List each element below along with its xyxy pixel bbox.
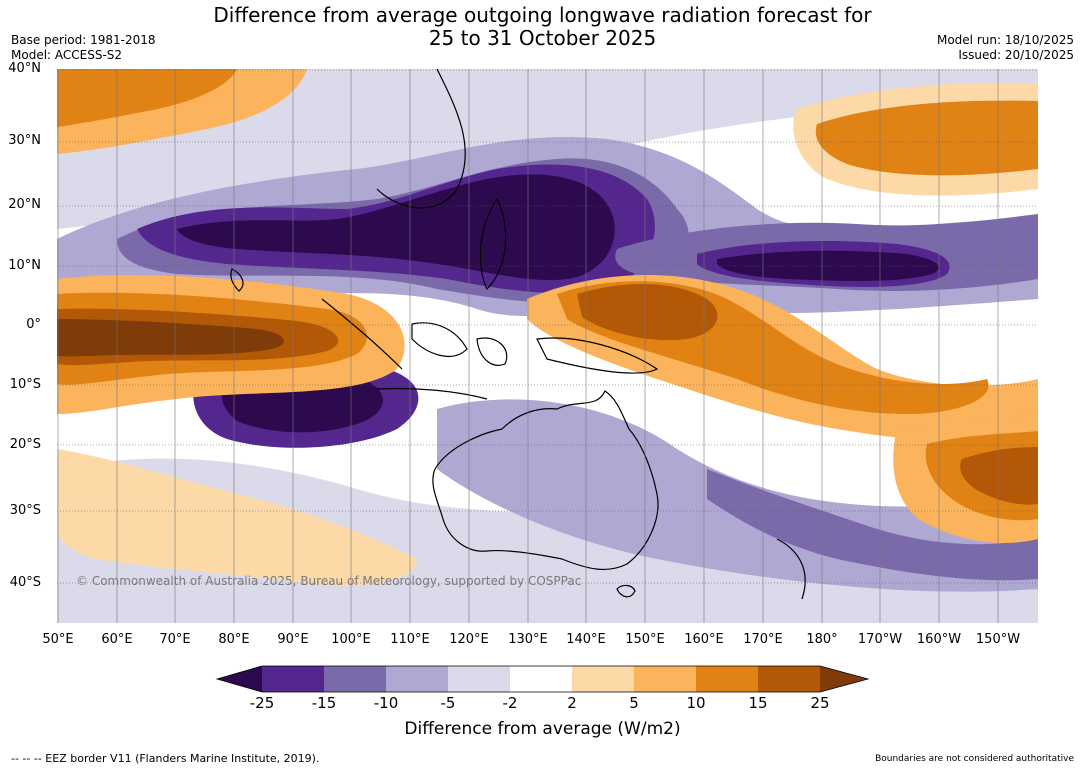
base-period: Base period: 1981-2018 [11, 33, 156, 47]
olr-anomaly-map [57, 69, 1038, 623]
lat-label-equator: 0° [26, 317, 41, 332]
lon-label-70e: 70°E [159, 632, 191, 647]
title-line-1: Difference from average outgoing longwav… [213, 3, 872, 27]
lat-label-40n: 40°N [8, 61, 41, 76]
colorbar-segment-15-10 [324, 666, 386, 692]
colorbar [215, 665, 870, 693]
meta-right: Model run: 18/10/2025 Issued: 20/10/2025 [937, 33, 1074, 63]
lon-label-180: 180° [806, 632, 838, 647]
colorbar-tick: 5 [629, 694, 639, 712]
lat-label-10s: 10°S [9, 377, 41, 392]
colorbar-segment-10-15 [696, 666, 758, 692]
colorbar-tick: -5 [440, 694, 456, 712]
colorbar-segment-5-2 [448, 666, 510, 692]
colorbar-tick: -2 [502, 694, 518, 712]
lon-label-90e: 90°E [277, 632, 309, 647]
lat-label-20s: 20°S [9, 437, 41, 452]
lon-label-170e: 170°E [743, 632, 783, 647]
lon-label-110e: 110°E [390, 632, 430, 647]
colorbar-tick: -15 [311, 694, 337, 712]
colorbar-segment-10-5 [386, 666, 448, 692]
lon-label-50e: 50°E [42, 632, 74, 647]
lon-label-140e: 140°E [566, 632, 606, 647]
lon-label-150w: 150°W [975, 632, 1021, 647]
lat-label-30s: 30°S [9, 503, 41, 518]
lon-label-170w: 170°W [857, 632, 903, 647]
colorbar-tick: -25 [249, 694, 275, 712]
lon-label-160w: 160°W [916, 632, 962, 647]
lon-label-130e: 130°E [508, 632, 548, 647]
colorbar-tick: 15 [748, 694, 768, 712]
colorbar-title: Difference from average (W/m2) [404, 719, 681, 739]
title-line-2: 25 to 31 October 2025 [428, 26, 657, 50]
boundaries-disclaimer: Boundaries are not considered authoritat… [875, 754, 1074, 764]
lon-label-150e: 150°E [625, 632, 665, 647]
colorbar-tick: 2 [567, 694, 577, 712]
meta-left: Base period: 1981-2018 Model: ACCESS-S2 [11, 33, 156, 63]
colorbar-segment-gt-25 [820, 666, 868, 692]
lat-label-30n: 30°N [8, 133, 41, 148]
colorbar-tick: -10 [373, 694, 399, 712]
lat-label-40s: 40°S [9, 575, 41, 590]
map-area [57, 69, 1038, 623]
issued-date: Issued: 20/10/2025 [958, 48, 1074, 62]
copyright-credit: © Commonwealth of Australia 2025, Bureau… [76, 574, 582, 588]
colorbar-segment-2-2 [510, 666, 572, 692]
model-run: Model run: 18/10/2025 [936, 33, 1074, 47]
lat-label-10n: 10°N [8, 258, 41, 273]
colorbar-segment-25-15 [262, 666, 324, 692]
lon-label-100e: 100°E [331, 632, 371, 647]
lat-label-20n: 20°N [8, 197, 41, 212]
colorbar-segment-15-25 [758, 666, 820, 692]
colorbar-segment-lt-25 [217, 666, 262, 692]
lon-label-160e: 160°E [684, 632, 724, 647]
lon-label-60e: 60°E [101, 632, 133, 647]
colorbar-segment-5-10 [634, 666, 696, 692]
lon-label-120e: 120°E [449, 632, 489, 647]
eez-border-note: -- -- -- EEZ border V11 (Flanders Marine… [11, 752, 320, 765]
colorbar-tick: 10 [686, 694, 706, 712]
lon-label-80e: 80°E [218, 632, 250, 647]
map-title: Difference from average outgoing longwav… [0, 4, 1085, 50]
colorbar-segment-2-5 [572, 666, 634, 692]
model-name: Model: ACCESS-S2 [11, 48, 123, 62]
colorbar-tick: 25 [810, 694, 830, 712]
